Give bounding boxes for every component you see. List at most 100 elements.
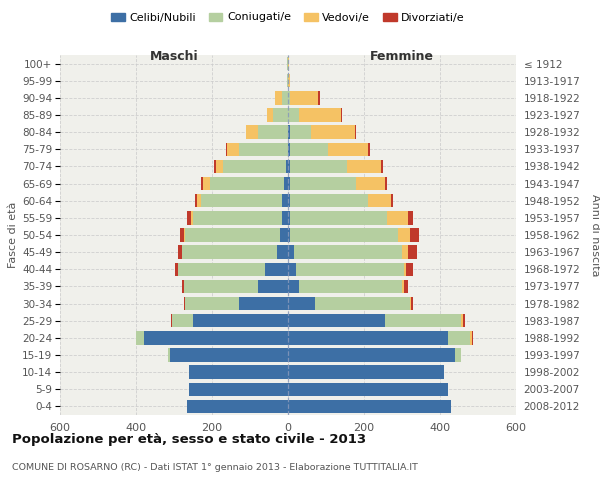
Y-axis label: Anni di nascita: Anni di nascita <box>590 194 600 276</box>
Bar <box>288 142 290 156</box>
Text: Maschi: Maschi <box>149 50 199 63</box>
Bar <box>184 228 185 241</box>
Bar <box>182 246 277 259</box>
Bar <box>172 314 193 328</box>
Text: Femmine: Femmine <box>370 50 434 63</box>
Bar <box>136 331 143 344</box>
Bar <box>288 211 290 224</box>
Bar <box>178 262 265 276</box>
Bar <box>200 177 203 190</box>
Y-axis label: Fasce di età: Fasce di età <box>8 202 18 268</box>
Bar <box>257 280 288 293</box>
Bar <box>185 228 280 241</box>
Bar <box>290 194 368 207</box>
Bar <box>187 400 288 413</box>
Bar <box>182 280 184 293</box>
Bar <box>195 194 197 207</box>
Bar <box>170 348 288 362</box>
Bar <box>288 262 296 276</box>
Bar <box>168 348 170 362</box>
Bar <box>455 348 461 362</box>
Text: Popolazione per età, sesso e stato civile - 2013: Popolazione per età, sesso e stato civil… <box>12 432 366 446</box>
Bar <box>193 314 288 328</box>
Bar <box>290 211 387 224</box>
Bar <box>290 177 356 190</box>
Bar <box>406 262 413 276</box>
Bar <box>402 280 404 293</box>
Bar <box>287 57 288 70</box>
Bar <box>191 211 193 224</box>
Bar <box>193 211 283 224</box>
Bar <box>408 211 413 224</box>
Bar <box>288 194 290 207</box>
Bar <box>472 331 473 344</box>
Bar <box>288 382 448 396</box>
Bar <box>385 314 461 328</box>
Bar <box>411 297 413 310</box>
Bar <box>288 348 455 362</box>
Bar <box>368 194 391 207</box>
Bar <box>273 108 288 122</box>
Legend: Celibi/Nubili, Coniugati/e, Vedovi/e, Divorziati/e: Celibi/Nubili, Coniugati/e, Vedovi/e, Di… <box>107 8 469 27</box>
Bar <box>288 331 448 344</box>
Bar <box>187 211 191 224</box>
Bar <box>223 160 286 173</box>
Bar <box>275 91 283 104</box>
Bar <box>288 108 299 122</box>
Bar <box>391 194 392 207</box>
Bar <box>404 280 408 293</box>
Bar <box>368 142 370 156</box>
Bar <box>470 331 472 344</box>
Bar <box>398 228 410 241</box>
Bar <box>267 108 273 122</box>
Bar <box>288 160 290 173</box>
Bar <box>288 366 444 379</box>
Bar <box>200 194 283 207</box>
Bar <box>288 228 290 241</box>
Bar <box>257 126 288 139</box>
Bar <box>356 177 385 190</box>
Bar <box>239 142 288 156</box>
Bar <box>189 382 288 396</box>
Bar <box>355 126 356 139</box>
Bar <box>288 74 290 88</box>
Bar <box>283 194 288 207</box>
Bar <box>319 91 320 104</box>
Bar <box>171 314 172 328</box>
Bar <box>185 297 239 310</box>
Bar <box>284 177 288 190</box>
Bar <box>404 262 406 276</box>
Bar <box>288 314 385 328</box>
Bar <box>288 126 290 139</box>
Bar <box>288 91 290 104</box>
Bar <box>311 126 355 139</box>
Bar <box>299 280 402 293</box>
Bar <box>287 74 288 88</box>
Bar <box>197 194 200 207</box>
Bar <box>381 160 383 173</box>
Bar <box>280 228 288 241</box>
Bar <box>143 331 288 344</box>
Bar <box>227 142 239 156</box>
Bar <box>178 246 182 259</box>
Bar <box>283 211 288 224</box>
Bar <box>175 262 178 276</box>
Bar <box>341 108 343 122</box>
Bar <box>448 331 470 344</box>
Bar <box>239 297 288 310</box>
Bar <box>410 297 411 310</box>
Bar <box>408 246 417 259</box>
Bar <box>277 246 288 259</box>
Bar <box>203 177 210 190</box>
Bar <box>290 160 347 173</box>
Bar <box>463 314 465 328</box>
Bar <box>294 246 402 259</box>
Bar <box>184 280 257 293</box>
Bar <box>288 297 314 310</box>
Bar <box>283 91 288 104</box>
Bar <box>328 142 368 156</box>
Bar <box>288 400 451 413</box>
Bar <box>385 177 387 190</box>
Text: COMUNE DI ROSARNO (RC) - Dati ISTAT 1° gennaio 2013 - Elaborazione TUTTITALIA.IT: COMUNE DI ROSARNO (RC) - Dati ISTAT 1° g… <box>12 462 418 471</box>
Bar <box>296 262 404 276</box>
